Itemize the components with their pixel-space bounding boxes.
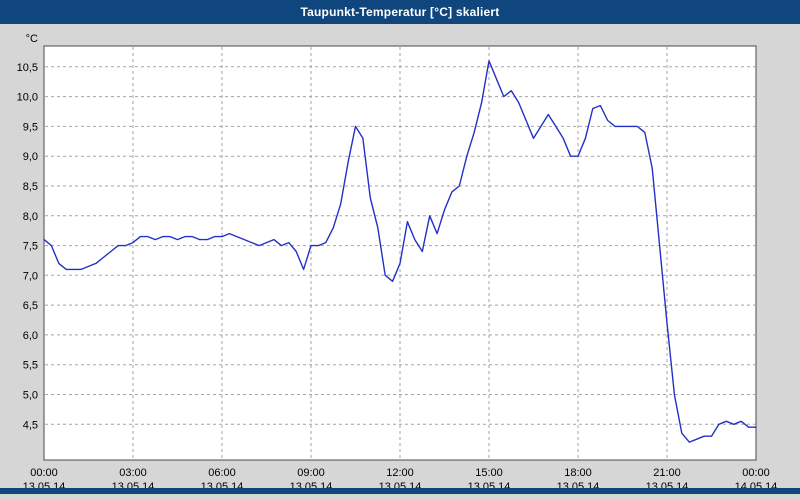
x-tick-date: 13.05.14: [290, 481, 333, 488]
y-tick-label: 4,5: [23, 419, 38, 431]
y-tick-label: 10,5: [17, 62, 38, 74]
y-tick-label: 6,0: [23, 330, 38, 342]
x-tick-time: 15:00: [475, 467, 503, 479]
x-tick-time: 09:00: [297, 467, 325, 479]
x-tick-time: 12:00: [386, 467, 414, 479]
x-tick-time: 18:00: [564, 467, 592, 479]
x-tick-date: 14.05.14: [735, 481, 778, 488]
y-tick-label: 5,0: [23, 390, 38, 402]
dew-point-line-chart: 10,5 10,0 9,5 9,0 8,5 8,0 7,5 7,0 6,5 6,0 5,5 5,0 4,…: [17, 33, 778, 488]
chart-area: 10,5 10,0 9,5 9,0 8,5 8,0 7,5 7,0 6,5 6,0 5,5 5,0 4,…: [0, 24, 800, 488]
x-tick-date: 13.05.14: [23, 481, 66, 488]
y-tick-label: 9,5: [23, 121, 38, 133]
x-tick-time: 03:00: [119, 467, 147, 479]
y-tick-label: 5,5: [23, 360, 38, 372]
y-tick-label: 7,0: [23, 270, 38, 282]
y-tick-label: 8,0: [23, 211, 38, 223]
x-tick-date: 13.05.14: [379, 481, 422, 488]
chart-title: Taupunkt-Temperatur [°C] skaliert: [0, 0, 800, 24]
y-tick-label: 10,0: [17, 92, 38, 104]
x-tick-time: 06:00: [208, 467, 236, 479]
x-tick-date: 13.05.14: [201, 481, 244, 488]
x-tick-date: 13.05.14: [468, 481, 511, 488]
series-line: [43, 60, 757, 443]
x-tick-time: 21:00: [653, 467, 681, 479]
x-tick-date: 13.05.14: [557, 481, 600, 488]
x-tick-time: 00:00: [742, 467, 770, 479]
bottom-border: [0, 488, 800, 494]
y-tick-label: 8,5: [23, 181, 38, 193]
y-tick-label: 6,5: [23, 300, 38, 312]
y-tick-label: 9,0: [23, 151, 38, 163]
x-tick-date: 13.05.14: [646, 481, 689, 488]
y-axis-unit: °C: [26, 33, 38, 45]
x-tick-date: 13.05.14: [112, 481, 155, 488]
y-tick-label: 7,5: [23, 241, 38, 253]
x-tick-time: 00:00: [30, 467, 58, 479]
